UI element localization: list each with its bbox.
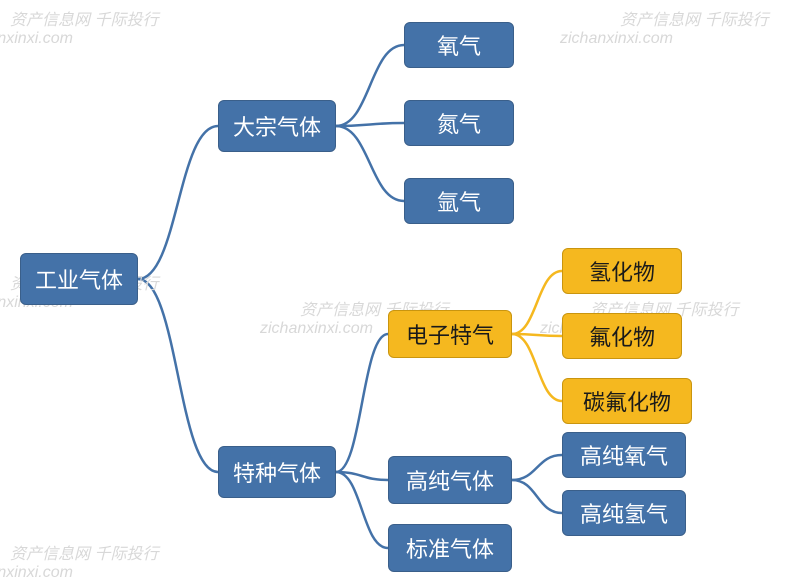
watermark: 资产信息网 千际投行 [620,6,768,30]
tree-edge [336,334,388,472]
tree-edge [336,472,388,480]
watermark: zichanxinxi.com [260,320,373,338]
tree-node-spec: 特种气体 [218,446,336,498]
tree-edge [138,126,218,279]
tree-node-flu: 氟化物 [562,313,682,359]
tree-node-o2: 氧气 [404,22,514,68]
watermark: 资产信息网 千际投行 [10,540,158,564]
tree-node-std: 标准气体 [388,524,512,572]
tree-node-ar: 氩气 [404,178,514,224]
tree-node-elec: 电子特气 [388,310,512,358]
tree-edge [512,334,562,336]
tree-node-hyd: 氢化物 [562,248,682,294]
tree-edge [336,45,404,126]
tree-node-n2: 氮气 [404,100,514,146]
tree-edge [336,123,404,126]
tree-node-root: 工业气体 [20,253,138,305]
tree-node-pureh2: 高纯氢气 [562,490,686,536]
tree-edge [512,455,562,480]
tree-edge [138,279,218,472]
tree-node-pure: 高纯气体 [388,456,512,504]
watermark: 资产信息网 千际投行 [10,6,158,30]
watermark: zichanxinxi.com [0,30,73,48]
tree-node-cflu: 碳氟化物 [562,378,692,424]
watermark: zichanxinxi.com [560,30,673,48]
tree-edge [336,472,388,548]
tree-node-bulk: 大宗气体 [218,100,336,152]
tree-edge [336,126,404,201]
tree-node-pureo2: 高纯氧气 [562,432,686,478]
watermark: zichanxinxi.com [0,564,73,582]
tree-edge [512,334,562,401]
tree-edge [512,271,562,334]
tree-edge [512,480,562,513]
